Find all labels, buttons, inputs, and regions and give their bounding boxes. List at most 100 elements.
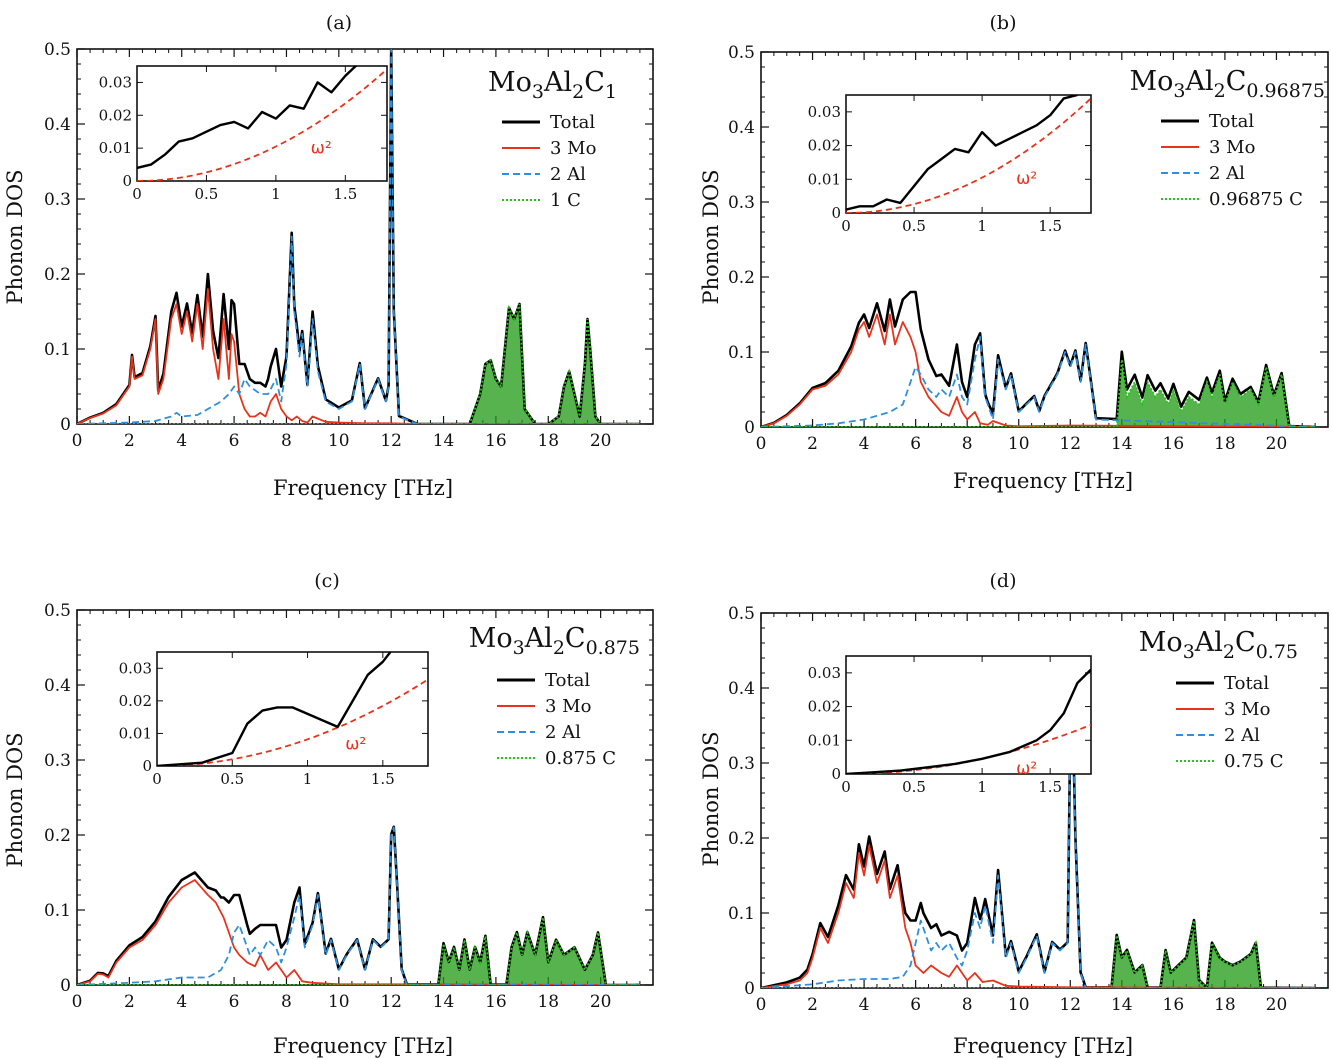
legend-al-label: 2 Al xyxy=(1209,163,1245,184)
y-tick-label: 0.1 xyxy=(44,901,71,921)
compound-formula-d: Mo3Al2C0.75 xyxy=(1139,627,1298,663)
panel-c-tag: (c) xyxy=(314,570,339,592)
panel-c: (c) 0 2 4 6 8 10 12 14 16 18 2000.10.20.30.40.5Mo3… xyxy=(3,570,654,1058)
x-tick-label: 12 xyxy=(1059,434,1081,454)
plot-area xyxy=(761,290,1316,427)
panel-d: (d) 0 2 4 6 8 10 12 14 16 18 2000.10.20.30.40.5Mo3… xyxy=(699,570,1329,1058)
inset-omega-label: ω² xyxy=(1016,759,1037,779)
panel-b-tag: (b) xyxy=(990,12,1017,34)
inset-x-tick-label: 0.5 xyxy=(220,770,244,788)
inset-total-line xyxy=(137,66,358,170)
inset-x-tick-label: 1.5 xyxy=(1038,217,1062,235)
series-al-line xyxy=(761,336,1316,427)
inset-plot: 0 0.5 1 1.5 0 0.01 0.02 0.03 ω² xyxy=(808,655,1092,796)
compound-formula-b: Mo3Al2C0.96875 xyxy=(1130,66,1325,102)
inset-y-tick-label: 0.02 xyxy=(119,692,152,710)
inset-y-tick-label: 0 xyxy=(142,757,152,775)
panel-a-x-axis-title: Frequency [THz] xyxy=(273,476,453,500)
inset-x-tick-label: 0 xyxy=(152,770,162,788)
series-c-line xyxy=(761,920,1316,988)
inset-x-tick-label: 1.5 xyxy=(1038,778,1062,796)
inset-x-tick-label: 1.5 xyxy=(333,185,357,203)
panel-c-y-axis-title: Phonon DOS xyxy=(3,732,27,867)
y-tick-label: 0.2 xyxy=(728,829,755,849)
c-area-fill xyxy=(761,359,1316,427)
panel-d-x-axis-title: Frequency [THz] xyxy=(953,1034,1133,1058)
legend-total-label: Total xyxy=(545,670,590,691)
y-tick-label: 0.2 xyxy=(44,265,71,285)
series-mo-line xyxy=(77,288,640,424)
y-tick-label: 0.5 xyxy=(728,43,755,63)
x-tick-label: 6 xyxy=(910,434,921,454)
x-tick-label: 4 xyxy=(176,431,187,451)
legend: Total 3 Mo 2 Al 0.75 C xyxy=(1176,673,1284,772)
series-c-line xyxy=(77,917,640,985)
x-tick-label: 16 xyxy=(1163,434,1185,454)
y-tick-label: 0 xyxy=(60,976,71,996)
inset-plot-area xyxy=(157,652,428,766)
y-tick-label: 0.5 xyxy=(44,601,71,621)
inset-omega-squared-curve xyxy=(137,68,387,181)
legend-total-label: Total xyxy=(550,112,595,133)
x-tick-label: 10 xyxy=(328,431,350,451)
inset-total-line xyxy=(846,95,1078,211)
panel-c-x-axis-title: Frequency [THz] xyxy=(273,1034,453,1058)
inset-y-tick-label: 0.03 xyxy=(99,73,132,91)
inset-x-tick-label: 1 xyxy=(271,185,281,203)
inset-y-tick-label: 0.03 xyxy=(119,659,152,677)
x-tick-label: 18 xyxy=(537,992,559,1012)
panel-a: (a) 0 2 4 6 8 10 12 14 16 18 2000.10.20.30.40.5Mo3… xyxy=(3,12,654,500)
legend-mo-label: 3 Mo xyxy=(550,138,596,159)
inset-y-tick-label: 0.01 xyxy=(808,170,841,188)
panel-d-tag: (d) xyxy=(990,570,1017,592)
x-tick-label: 10 xyxy=(1008,995,1030,1015)
x-tick-label: 20 xyxy=(1266,995,1288,1015)
inset-x-tick-label: 1 xyxy=(303,770,313,788)
legend: Total 3 Mo 2 Al 0.96875 C xyxy=(1161,111,1303,210)
x-tick-label: 8 xyxy=(281,431,292,451)
inset-y-tick-label: 0.01 xyxy=(99,139,132,157)
x-tick-label: 14 xyxy=(433,992,455,1012)
legend-c-label: 0.96875 C xyxy=(1209,189,1303,210)
inset-frame xyxy=(136,65,388,182)
inset-y-tick-label: 0.03 xyxy=(808,664,841,682)
legend-mo-label: 3 Mo xyxy=(1224,699,1270,720)
inset-y-tick-label: 0 xyxy=(831,765,841,783)
y-tick-label: 0.3 xyxy=(44,751,71,771)
inset-omega-label: ω² xyxy=(311,138,332,158)
x-tick-label: 14 xyxy=(433,431,455,451)
legend-total-label: Total xyxy=(1209,111,1254,132)
inset-x-tick-label: 0 xyxy=(841,778,851,796)
y-tick-label: 0.4 xyxy=(44,676,71,696)
x-tick-label: 8 xyxy=(962,434,973,454)
y-tick-label: 0.3 xyxy=(44,190,71,210)
x-tick-label: 2 xyxy=(807,434,818,454)
inset-plot: 0 0.5 1 1.5 0 0.01 0.02 0.03 ω² xyxy=(119,651,429,788)
y-tick-label: 0.2 xyxy=(728,268,755,288)
x-tick-label: 0 xyxy=(756,434,767,454)
inset-plot-area xyxy=(846,668,1091,774)
inset-x-tick-label: 0.5 xyxy=(902,217,926,235)
x-tick-label: 18 xyxy=(1214,434,1236,454)
y-tick-label: 0.4 xyxy=(728,679,755,699)
panel-b-x-axis-title: Frequency [THz] xyxy=(953,469,1133,493)
y-tick-label: 0.4 xyxy=(728,118,755,138)
c-area-fill xyxy=(77,304,640,424)
x-tick-label: 16 xyxy=(485,431,507,451)
y-tick-label: 0.4 xyxy=(44,115,71,135)
inset-x-tick-label: 0.5 xyxy=(195,185,219,203)
y-tick-label: 0.2 xyxy=(44,826,71,846)
inset-omega-label: ω² xyxy=(345,735,366,755)
inset-x-tick-label: 1 xyxy=(977,778,987,796)
inset-x-tick-label: 0 xyxy=(841,217,851,235)
x-tick-label: 12 xyxy=(380,431,402,451)
series-mo-line xyxy=(77,879,640,985)
y-tick-label: 0 xyxy=(744,979,755,999)
legend-al-label: 2 Al xyxy=(1224,725,1260,746)
legend-al-label: 2 Al xyxy=(550,164,586,185)
inset-x-tick-label: 0.5 xyxy=(902,778,926,796)
series-mo-line xyxy=(761,313,1316,427)
x-tick-label: 6 xyxy=(910,995,921,1015)
inset-x-tick-label: 0 xyxy=(132,185,142,203)
x-tick-label: 2 xyxy=(807,995,818,1015)
